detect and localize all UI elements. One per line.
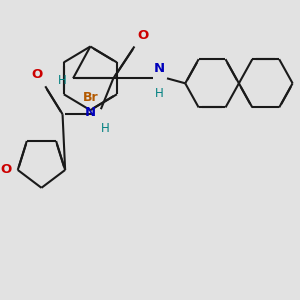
Text: O: O [1, 164, 12, 176]
Text: O: O [137, 28, 148, 41]
Text: H: H [155, 87, 164, 100]
Text: N: N [85, 106, 96, 119]
Text: Br: Br [82, 91, 98, 104]
Text: O: O [31, 68, 42, 81]
Text: N: N [154, 62, 165, 75]
Text: H: H [58, 74, 66, 87]
Text: H: H [101, 122, 110, 135]
